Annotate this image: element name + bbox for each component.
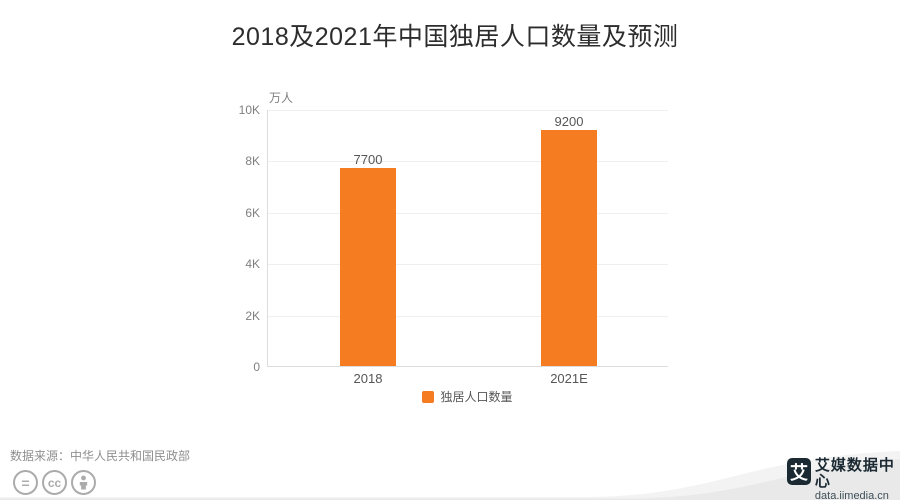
person-icon — [79, 475, 88, 490]
gridline — [268, 161, 668, 162]
y-axis-tick-label: 0 — [253, 360, 260, 374]
brand-text-block: 艾媒数据中心 data.iimedia.cn — [815, 458, 900, 500]
iimedia-branding: 艾 艾媒数据中心 data.iimedia.cn — [787, 458, 900, 500]
gridline — [268, 110, 668, 111]
chart-legend: 独居人口数量 — [267, 388, 668, 405]
legend-swatch-icon — [422, 390, 435, 403]
y-axis-tick-label: 8K — [245, 154, 260, 168]
equals-license-icon: = — [13, 470, 38, 495]
footer-swoosh-decoration — [0, 451, 900, 500]
plot-area: 万人 10K 8K 6K 4K 2K 0 7700 2018 9200 2021E — [239, 91, 668, 386]
brand-url: data.iimedia.cn — [814, 490, 889, 500]
gridline — [268, 264, 668, 265]
gridline — [268, 316, 668, 317]
cc-license-icon: cc — [42, 470, 67, 495]
bar-2018 — [340, 168, 396, 366]
license-icons: = cc — [13, 470, 96, 495]
data-source-note: 数据来源：中华人民共和国民政部 — [10, 449, 191, 463]
y-axis-tick-label: 4K — [245, 257, 260, 271]
y-axis-tick-label: 10K — [238, 103, 260, 117]
y-axis-tick-label: 6K — [245, 206, 260, 220]
brand-name: 艾媒数据中心 — [814, 457, 895, 490]
gridline — [268, 213, 668, 214]
x-axis-category-label: 2018 — [353, 371, 383, 386]
bar-2021E — [541, 130, 597, 366]
attribution-person-icon — [71, 470, 96, 495]
bar-value-label: 9200 — [554, 114, 584, 129]
legend-label: 独居人口数量 — [440, 390, 513, 404]
iimedia-logo-icon: 艾 — [787, 458, 811, 485]
y-axis-unit-label: 万人 — [269, 91, 294, 105]
y-axis-tick-label: 2K — [245, 309, 260, 323]
chart-title: 2018及2021年中国独居人口数量及预测 — [231, 23, 679, 51]
x-axis-category-label: 2021E — [550, 371, 588, 386]
bar-value-label: 7700 — [353, 152, 383, 167]
